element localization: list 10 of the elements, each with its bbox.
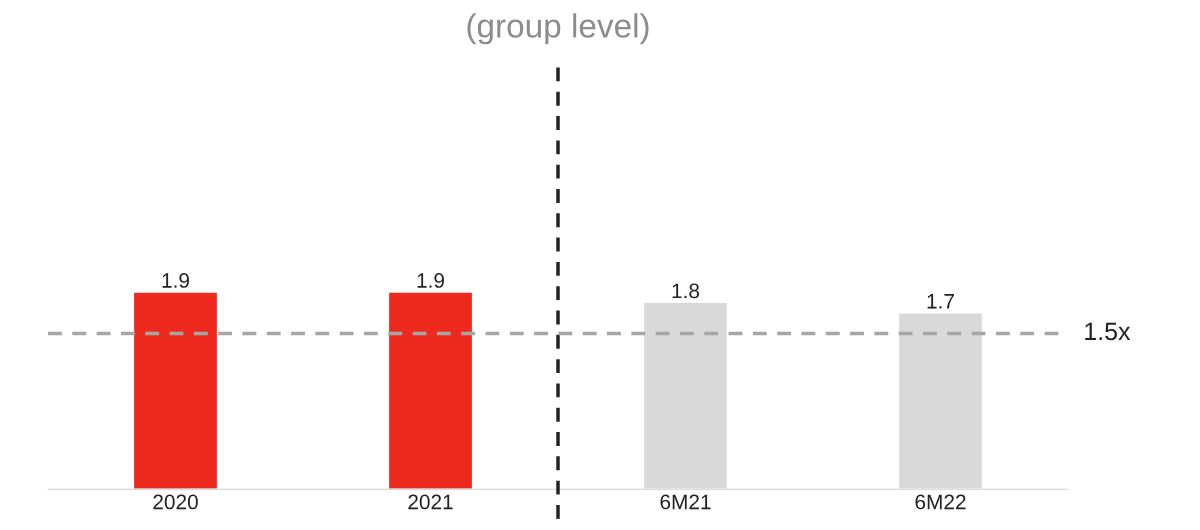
chart-title: (group level) — [467, 13, 649, 45]
data-label: 1.9 — [162, 273, 189, 288]
x-tick-label: 6M21 — [660, 494, 711, 510]
ref-line-label: 1.5x — [1085, 322, 1131, 341]
x-tick-label: 2021 — [408, 494, 453, 510]
x-tick-label: 2020 — [153, 494, 198, 510]
x-tick-label: 6M22 — [915, 494, 966, 510]
data-label: 1.7 — [927, 294, 954, 309]
data-label: 1.8 — [672, 283, 700, 299]
data-label: 1.9 — [417, 273, 444, 288]
